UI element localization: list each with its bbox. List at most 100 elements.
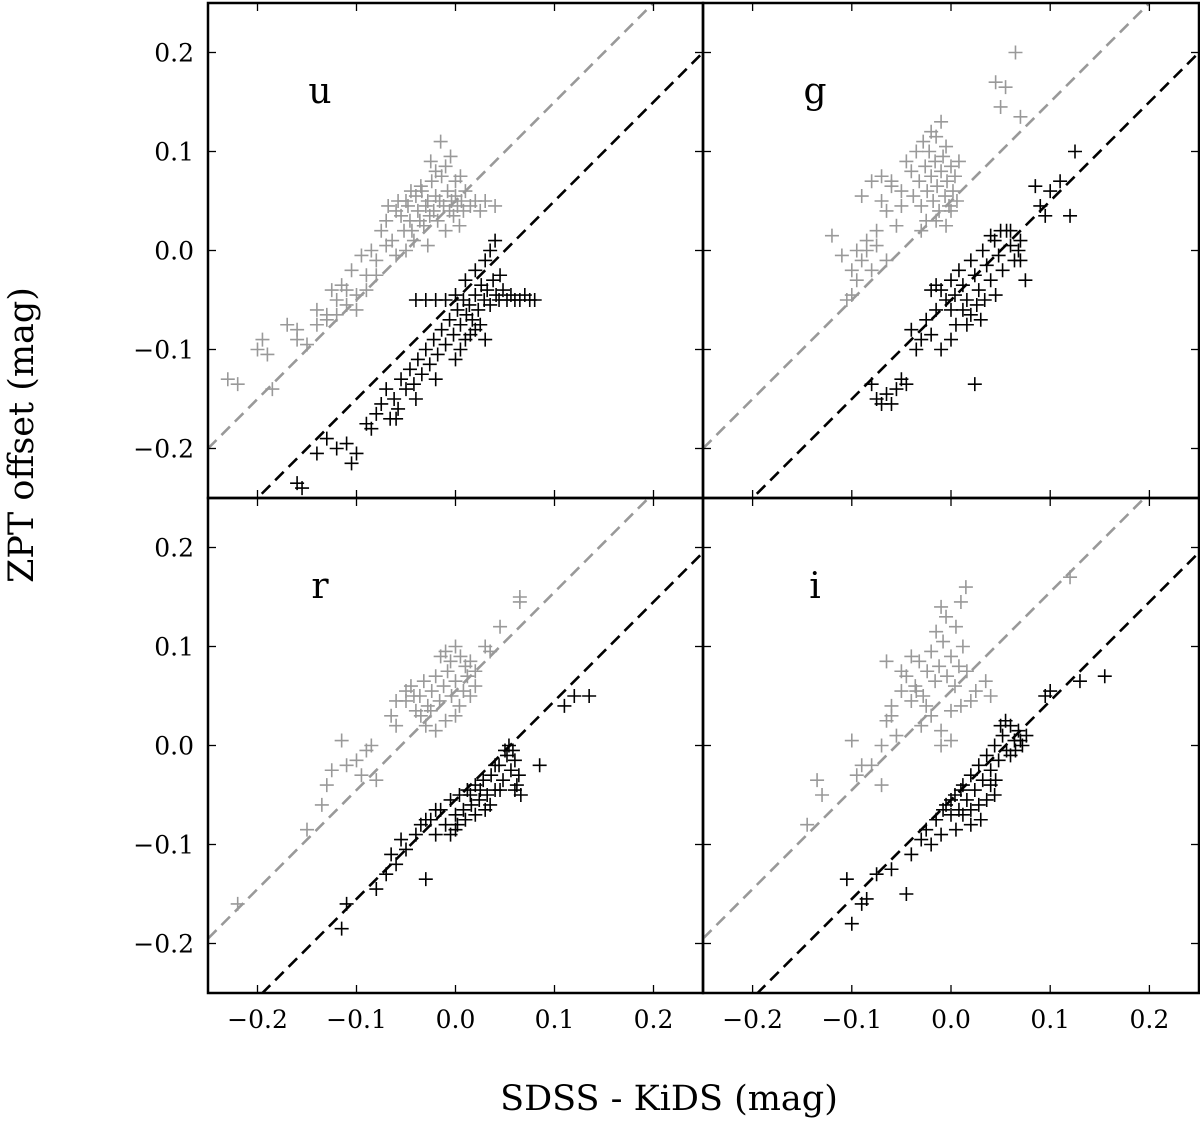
point-i-s0-28 [924,708,939,723]
point-u-s1-16 [394,372,409,387]
point-r-s1-20 [464,797,479,812]
point-g-s0-14 [899,154,914,169]
point-g-s0-62 [879,253,894,268]
y-tick-label-u-4: 0.2 [154,39,194,68]
point-u-s1-66 [478,332,493,347]
point-u-s1-71 [473,317,488,332]
x-tick-label-i-1: −0.1 [821,1005,882,1034]
point-i-s0-26 [959,664,974,679]
point-i-s1-50 [953,783,968,798]
point-i-s0-14 [912,654,927,669]
point-u-s0-84 [290,332,305,347]
point-i-s0-42 [968,684,983,699]
point-r-s0-10 [364,738,379,753]
point-u-s0-81 [329,307,344,322]
point-i-s1-49 [988,773,1003,788]
point-g-s1-44 [1053,174,1068,189]
point-g-s0-26 [928,154,943,169]
point-u-s0-64 [423,154,438,169]
point-r-s1-46 [582,689,597,703]
point-r-s1-18 [456,802,471,817]
point-i-s1-25 [987,738,1002,753]
point-u-s1-37 [471,302,486,317]
axes-frame-g [701,1,1200,500]
point-i-s0-24 [951,659,966,674]
point-r-s1-48 [448,822,463,837]
point-u-s0-80 [339,297,354,312]
x-tick-label-i-3: 0.1 [1030,1005,1070,1034]
point-u-s1-24 [426,332,441,347]
point-i-s1-5 [884,862,899,877]
point-r-s1-2 [369,882,384,897]
point-g-s0-37 [949,194,964,208]
point-g-s1-21 [963,253,978,268]
point-i-s1-40 [973,812,988,827]
point-i-s1-55 [1013,733,1028,748]
point-g-s1-37 [969,297,984,312]
point-u-s0-85 [260,347,275,362]
point-g-s1-38 [973,312,988,327]
point-r-s1-22 [472,792,487,807]
point-i-s1-23 [979,748,994,763]
point-g-s0-23 [922,144,937,159]
point-g-s0-0 [824,228,839,243]
point-i-s1-14 [944,807,958,822]
point-u-s0-49 [440,184,455,199]
plot-area-u [208,3,703,498]
point-g-s0-46 [914,223,929,238]
point-u-s1-62 [488,233,503,248]
point-r-s1-45 [567,689,582,703]
point-i-s0-34 [939,609,954,624]
point-g-s1-17 [947,288,962,303]
point-r-s0-26 [448,674,463,689]
point-g-s0-56 [864,174,879,189]
point-u-s1-63 [493,268,508,283]
point-u-s1-70 [428,372,443,387]
point-r-s0-50 [423,703,438,718]
point-i-s1-43 [1043,684,1058,699]
point-i-s0-0 [800,817,815,832]
point-u-s1-59 [468,263,483,278]
point-i-s0-27 [914,718,929,733]
point-i-s1-47 [998,713,1013,728]
point-g-s1-52 [944,302,958,317]
point-u-s0-63 [488,198,503,213]
point-u-s1-2 [309,446,324,461]
point-g-s0-24 [924,169,939,184]
point-g-s1-33 [1011,243,1026,258]
point-u-s0-78 [359,283,374,298]
point-u-s0-3 [255,332,270,347]
point-u-s1-21 [414,367,429,382]
point-g-s1-26 [983,273,998,288]
point-i-s1-45 [1097,669,1112,684]
point-i-s1-9 [919,822,934,837]
reference-line-i-0 [703,498,1147,940]
y-tick-label-r-3: 0.1 [154,633,194,662]
point-u-s0-0 [220,372,235,387]
point-u-s1-57 [448,288,463,303]
plot-area-r [208,498,703,993]
point-r-s0-2 [314,797,329,812]
point-u-s0-26 [394,208,409,223]
point-u-s1-15 [391,401,406,416]
point-u-s1-23 [422,357,437,372]
point-i-s1-8 [914,832,929,847]
point-i-s1-36 [971,797,986,812]
point-g-s1-8 [904,322,919,337]
point-g-s1-0 [864,377,879,392]
point-u-s1-19 [406,377,421,392]
point-i-s1-19 [963,768,978,783]
point-r-s1-55 [493,783,508,798]
point-i-s1-7 [904,847,919,862]
point-i-s0-16 [920,664,935,679]
point-u-s1-28 [442,312,457,327]
point-u-s1-67 [389,411,404,426]
point-i-s1-3 [859,891,874,906]
y-tick-label-r-0: −0.2 [133,930,194,959]
point-r-s1-0 [334,921,349,936]
point-g-s0-30 [936,149,951,164]
point-g-s1-47 [1033,198,1048,213]
y-axis-title: ZPT offset (mag) [2,287,42,583]
point-u-s1-35 [465,312,480,327]
